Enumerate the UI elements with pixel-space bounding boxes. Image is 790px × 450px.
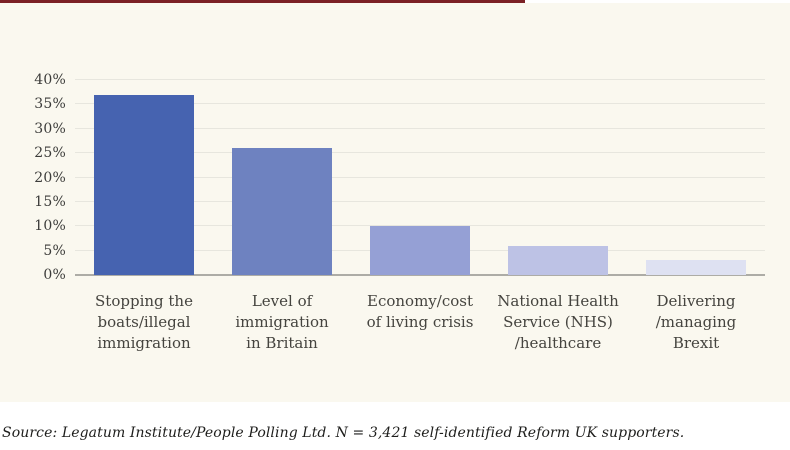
bar-1 xyxy=(94,94,194,275)
x-axis-category-labels: Stopping the boats/illegal immigration Leve… xyxy=(75,291,765,371)
x-category-label-1: Stopping the boats/illegal immigration xyxy=(95,292,193,352)
x-category-label-3: Economy/cost of living crisis xyxy=(366,292,474,331)
bar-3 xyxy=(370,226,470,275)
x-axis-baseline xyxy=(75,274,765,276)
gridline-40 xyxy=(75,79,765,80)
bar-2 xyxy=(232,148,332,275)
source-note: Source: Legatum Institute/People Polling… xyxy=(2,425,685,441)
x-category-label-2: Level of immigration in Britain xyxy=(235,292,329,352)
y-tick-label-15: 15% xyxy=(34,193,66,210)
y-tick-label-5: 5% xyxy=(43,242,66,259)
bar-4 xyxy=(508,245,608,275)
bar-5 xyxy=(646,260,746,275)
plot-area: 0% 5% 10% 15% 20% 25% 30% 35% 40% xyxy=(34,72,765,283)
x-category-label-5: Delivering/managing Brexit xyxy=(655,292,737,352)
y-tick-label-25: 25% xyxy=(34,145,66,162)
gridline-10 xyxy=(75,225,765,227)
y-tick-label-20: 20% xyxy=(34,169,66,186)
y-tick-label-40: 40% xyxy=(34,72,66,88)
gridline-35 xyxy=(75,103,765,105)
y-tick-label-35: 35% xyxy=(34,96,66,113)
y-tick-label-30: 30% xyxy=(34,120,66,137)
chart-canvas: 0% 5% 10% 15% 20% 25% 30% 35% 40% Stopping the bo… xyxy=(0,3,790,402)
gridline-25 xyxy=(75,152,765,154)
gridline-20 xyxy=(75,176,765,178)
gridline-15 xyxy=(75,200,765,202)
x-category-label-4: National Health Service (NHS)/healthcare xyxy=(497,292,619,352)
top-accent-rule xyxy=(0,0,525,3)
y-tick-label-10: 10% xyxy=(34,218,66,235)
gridline-30 xyxy=(75,127,765,129)
y-tick-label-0: 0% xyxy=(43,267,66,283)
